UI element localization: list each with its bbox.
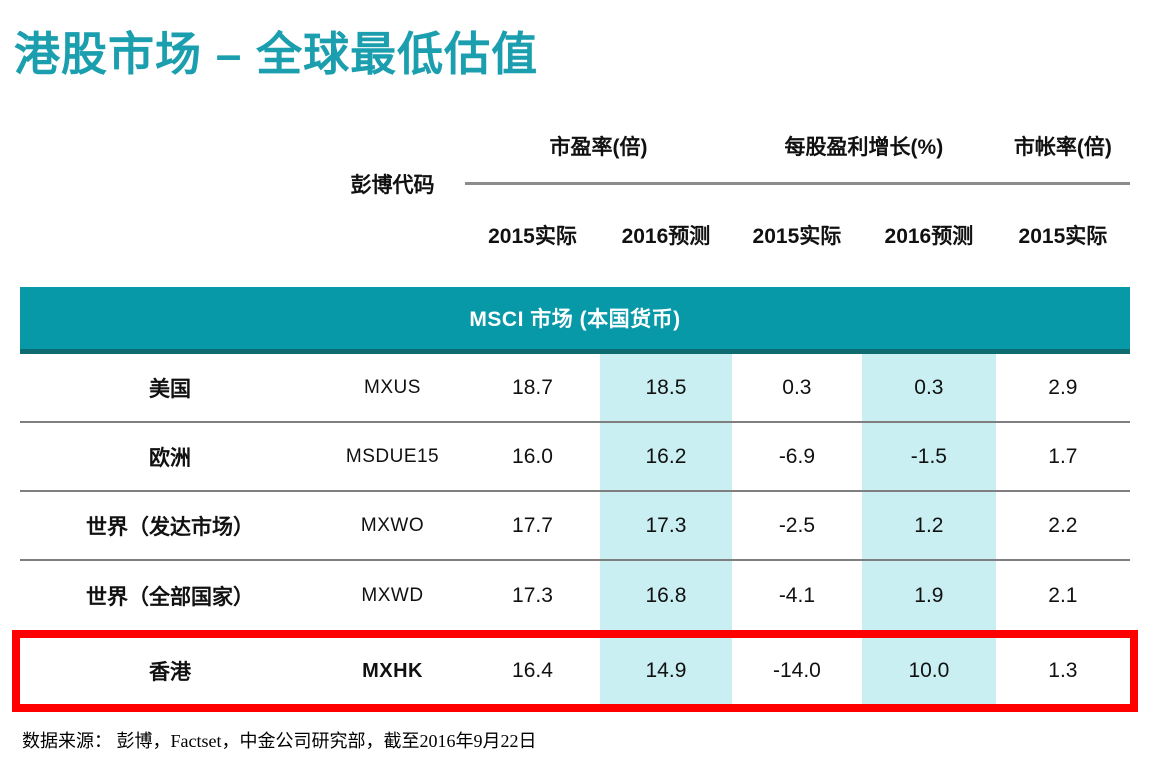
pe-2015-cell: 17.7 (512, 513, 553, 537)
table-body: 美国 MXUS 18.7 18.5 0.3 0.3 2.9 欧洲 MSDUE15… (12, 354, 1138, 712)
column-group-pe: 市盈率(倍) (549, 136, 648, 159)
bloomberg-code-cell: MXHK (362, 659, 423, 682)
pe-2015-cell: 16.4 (512, 659, 553, 682)
column-group-pb: 市帐率(倍) (1013, 136, 1112, 159)
pe-2015-cell: 16.0 (512, 444, 553, 468)
pb-2015-cell: 2.1 (1048, 583, 1078, 607)
subheader-eps-2016: 2016预测 (884, 225, 974, 248)
eps-2016-cell: 10.0 (861, 638, 996, 704)
source-note: 数据来源： 彭博，Factset，中金公司研究部，截至2016年9月22日 (22, 731, 537, 751)
pe-2016-cell: 18.5 (599, 354, 732, 421)
subheader-pb-2015: 2015实际 (1018, 225, 1108, 248)
region-cell: 世界（全部国家） (86, 585, 255, 609)
eps-2016-cell: 0.3 (861, 354, 996, 421)
bloomberg-code-cell: MXWO (360, 514, 425, 536)
page-title: 港股市场 – 全球最低估值 (14, 28, 539, 80)
eps-2016-cell: 1.9 (861, 561, 996, 630)
pe-2016-cell: 17.3 (599, 492, 732, 559)
subheader-eps-2015: 2015实际 (752, 225, 842, 248)
pb-2015-cell: 1.7 (1048, 444, 1078, 468)
region-cell: 香港 (149, 661, 192, 684)
table-row: 世界（发达市场） MXWO 17.7 17.3 -2.5 1.2 2.2 (20, 492, 1130, 561)
bloomberg-code-cell: MXWD (361, 584, 424, 606)
pb-2015-cell: 1.3 (1048, 659, 1078, 682)
header-divider-line (464, 182, 1130, 185)
column-group-eps-growth: 每股盈利增长(%) (784, 136, 944, 159)
table-header: 市盈率(倍) 每股盈利增长(%) 市帐率(倍) 2015实际 2016预测 20… (20, 110, 1130, 285)
table-row: 香港 MXHK 16.4 14.9 -14.0 10.0 1.3 (12, 630, 1138, 712)
table-section-banner: MSCI 市场 (本国货币) (20, 287, 1130, 354)
table-row: 美国 MXUS 18.7 18.5 0.3 0.3 2.9 (20, 354, 1130, 423)
eps-2015-cell: -2.5 (778, 513, 815, 537)
pe-2016-cell: 16.8 (599, 561, 732, 630)
pe-2016-cell: 16.2 (599, 423, 732, 490)
eps-2016-cell: -1.5 (861, 423, 996, 490)
pe-2016-cell: 14.9 (599, 638, 732, 704)
eps-2015-cell: -4.1 (778, 583, 815, 607)
eps-2015-cell: -6.9 (778, 444, 815, 468)
eps-2015-cell: 0.3 (782, 375, 812, 399)
table-row: 欧洲 MSDUE15 16.0 16.2 -6.9 -1.5 1.7 (20, 423, 1130, 492)
valuation-table: 市盈率(倍) 每股盈利增长(%) 市帐率(倍) 2015实际 2016预测 20… (12, 110, 1138, 712)
eps-2016-cell: 1.2 (861, 492, 996, 559)
bloomberg-code-cell: MXUS (364, 376, 421, 398)
bloomberg-code-header: 彭博代码 (350, 174, 435, 197)
region-cell: 欧洲 (149, 446, 192, 470)
table-row: 世界（全部国家） MXWD 17.3 16.8 -4.1 1.9 2.1 (20, 561, 1130, 630)
eps-2015-cell: -14.0 (772, 659, 821, 682)
pb-2015-cell: 2.9 (1048, 375, 1078, 399)
region-cell: 世界（发达市场） (86, 515, 255, 539)
pb-2015-cell: 2.2 (1048, 513, 1078, 537)
subheader-pe-2016: 2016预测 (621, 225, 711, 248)
subheader-pe-2015: 2015实际 (488, 225, 577, 248)
pe-2015-cell: 17.3 (512, 583, 553, 607)
pe-2015-cell: 18.7 (512, 375, 553, 399)
bloomberg-code-cell: MSDUE15 (345, 445, 440, 467)
region-cell: 美国 (149, 377, 192, 401)
